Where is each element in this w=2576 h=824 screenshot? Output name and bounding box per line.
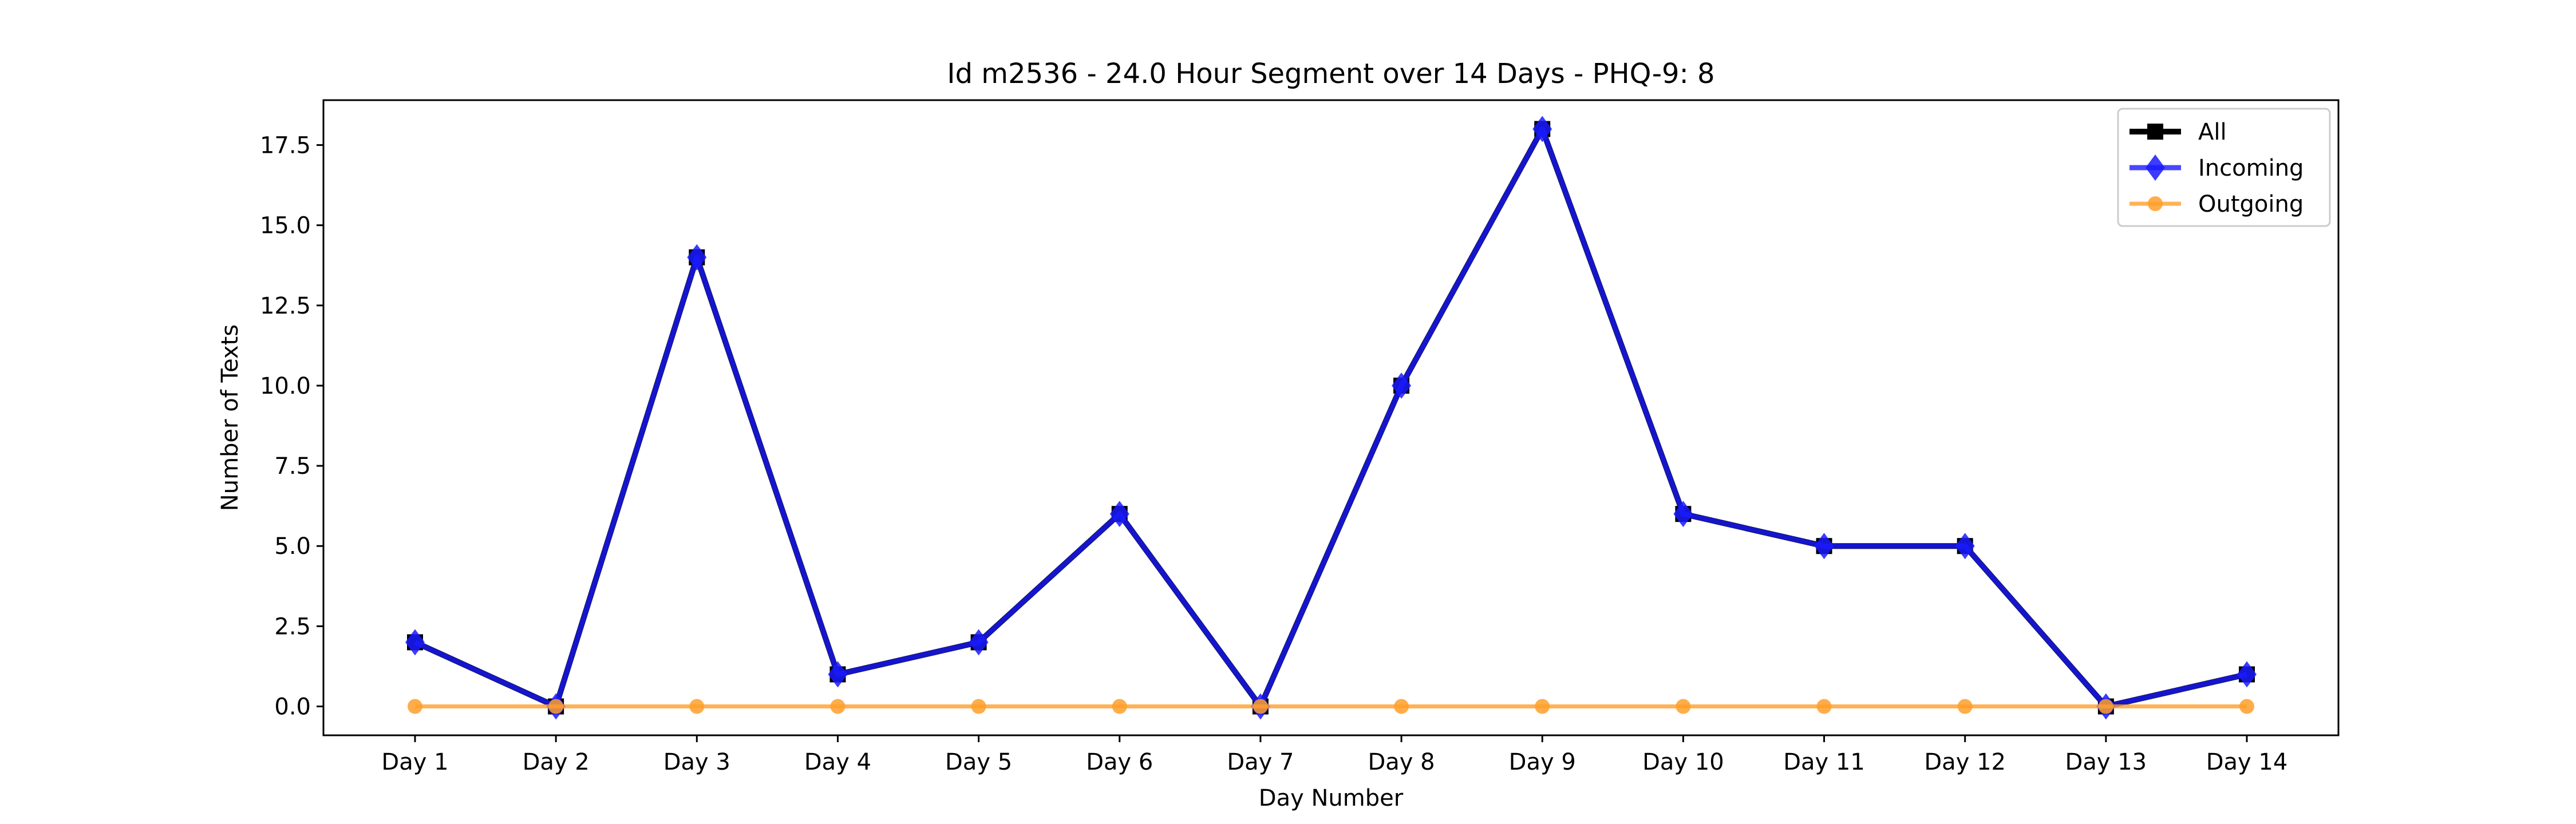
x-tick-label: Day 8 bbox=[1368, 749, 1435, 775]
x-tick-label: Day 14 bbox=[2206, 749, 2288, 775]
series-incoming-marker bbox=[969, 629, 989, 656]
x-tick-label: Day 13 bbox=[2065, 749, 2147, 775]
series-outgoing-marker bbox=[971, 699, 986, 714]
series-incoming-marker bbox=[2237, 661, 2257, 688]
series-incoming-marker bbox=[1955, 533, 1975, 560]
x-axis-label: Day Number bbox=[1259, 785, 1404, 811]
x-tick-label: Day 9 bbox=[1509, 749, 1576, 775]
legend: All Incoming Outgoing bbox=[2117, 108, 2331, 227]
series-incoming-marker bbox=[1673, 501, 1693, 528]
series-outgoing-marker bbox=[1676, 699, 1691, 714]
y-tick-label: 15.0 bbox=[260, 213, 311, 239]
series-line-incoming bbox=[414, 126, 2247, 710]
series-outgoing-marker bbox=[689, 699, 705, 714]
x-tick-label: Day 4 bbox=[804, 749, 871, 775]
series-outgoing-marker bbox=[1394, 699, 1409, 714]
y-tick-label: 5.0 bbox=[274, 533, 311, 560]
legend-label-incoming: Incoming bbox=[2198, 155, 2304, 181]
plot-area bbox=[322, 99, 2340, 736]
x-tick-label: Day 12 bbox=[1924, 749, 2006, 775]
series-outgoing-marker bbox=[1535, 699, 1550, 714]
series-outgoing-marker bbox=[830, 699, 846, 714]
series-outgoing-marker bbox=[2239, 699, 2254, 714]
series-incoming-marker bbox=[1109, 501, 1129, 528]
chart-title: Id m2536 - 24.0 Hour Segment over 14 Day… bbox=[947, 58, 1714, 90]
series-lines bbox=[405, 116, 2257, 720]
series-outgoing-marker bbox=[2098, 699, 2113, 714]
series-outgoing-marker bbox=[1816, 699, 1832, 714]
x-tick-label: Day 1 bbox=[381, 749, 448, 775]
x-tick-label: Day 11 bbox=[1783, 749, 1865, 775]
series-incoming-marker bbox=[1392, 372, 1412, 399]
x-tick-label: Day 3 bbox=[663, 749, 730, 775]
y-tick-label: 7.5 bbox=[274, 453, 311, 480]
legend-label-outgoing: Outgoing bbox=[2198, 191, 2304, 217]
y-tick-label: 10.0 bbox=[260, 373, 311, 399]
series-incoming-marker bbox=[687, 244, 707, 271]
series-outgoing-marker bbox=[1957, 699, 1973, 714]
x-tick-label: Day 7 bbox=[1227, 749, 1294, 775]
series-outgoing-marker bbox=[1112, 699, 1127, 714]
y-tick-label: 2.5 bbox=[274, 613, 311, 640]
y-tick-label: 17.5 bbox=[260, 132, 311, 159]
x-tick-label: Day 5 bbox=[945, 749, 1012, 775]
y-tick-label: 0.0 bbox=[274, 694, 311, 720]
axis-ticks: Day 1 Day 2 Day 3 Day 4 Day 5 Day 6 Day 7 Day 8… bbox=[260, 132, 2287, 775]
series-incoming-marker bbox=[1814, 533, 1834, 560]
legend-box bbox=[2117, 108, 2331, 227]
series-incoming-marker bbox=[405, 629, 425, 656]
series-incoming-marker bbox=[828, 661, 848, 688]
series-outgoing-marker bbox=[1253, 699, 1268, 714]
legend-incoming-marker bbox=[2146, 154, 2165, 181]
x-tick-label: Day 2 bbox=[523, 749, 590, 775]
x-tick-label: Day 10 bbox=[1642, 749, 1724, 775]
legend-outgoing-marker bbox=[2148, 196, 2163, 211]
series-incoming-marker bbox=[1532, 116, 1552, 142]
legend-all-marker bbox=[2147, 124, 2163, 140]
y-axis-label: Number of Texts bbox=[217, 324, 243, 511]
y-tick-label: 12.5 bbox=[260, 293, 311, 319]
series-line-all bbox=[413, 126, 2248, 710]
series-outgoing-marker bbox=[408, 699, 422, 714]
series-outgoing-marker bbox=[548, 699, 564, 714]
x-tick-label: Day 6 bbox=[1086, 749, 1153, 775]
legend-label-all: All bbox=[2198, 119, 2227, 145]
